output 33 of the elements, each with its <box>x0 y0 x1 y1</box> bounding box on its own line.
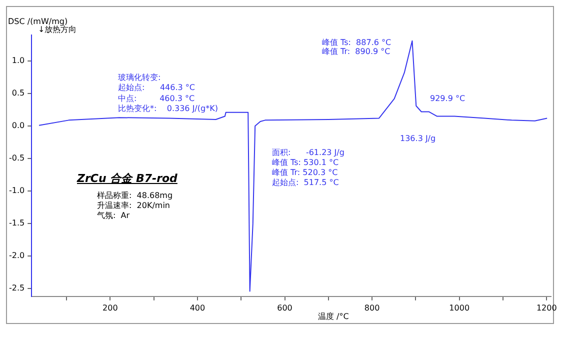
annotation: 中点: 460.3 °C <box>118 94 196 103</box>
annotation: 面积: -61.23 J/g <box>272 148 344 157</box>
annotation: 玻璃化转变: <box>118 73 161 82</box>
x-tick-label: 200 <box>102 303 118 312</box>
y-tick-label: -2.0 <box>9 251 25 260</box>
x-tick-label: 1000 <box>449 303 470 312</box>
y-tick-label: 0.5 <box>12 88 25 98</box>
x-axis-title: 温度 /°C <box>318 312 350 321</box>
y-tick-label: -1.5 <box>9 218 25 228</box>
y-axis-title: DSC /(mW/mg) <box>8 17 68 26</box>
x-tick-label: 400 <box>190 303 206 312</box>
text: ↓放热方向 <box>38 25 77 34</box>
annotation: 136.3 J/g <box>400 134 436 143</box>
y-tick-label: 1.0 <box>12 56 25 66</box>
annotation: 峰值 Tr: 520.3 °C <box>272 168 338 177</box>
annotation: 升温速率: 20K/min <box>97 201 170 210</box>
annotation: 峰值 Ts: 887.6 °C <box>322 38 392 47</box>
y-tick-label: 0.0 <box>12 121 25 130</box>
x-tick-label: 600 <box>277 303 292 312</box>
annotation: 气氛: Ar <box>97 211 130 220</box>
annotation: 峰值 Ts: 530.1 °C <box>272 158 339 167</box>
y-tick-label: -0.5 <box>9 154 25 163</box>
x-tick-label: 1200 <box>536 303 557 312</box>
annotation: 峰值 Tr: 890.9 °C <box>322 47 391 56</box>
text: ZrCu 合金 B7-rod <box>77 171 178 186</box>
x-tick-label: 800 <box>364 303 380 312</box>
annotation: 929.9 °C <box>430 94 466 103</box>
annotation: 起始点: 517.5 °C <box>272 178 340 187</box>
annotation: 比热变化*: 0.336 J/(g*K) <box>118 104 218 113</box>
annotation: 起始点: 446.3 °C <box>118 83 196 92</box>
y-tick-label: -2.5 <box>9 284 25 293</box>
annotation: 样品称重: 48.68mg <box>97 191 173 200</box>
y-tick-label: -1.0 <box>9 186 25 196</box>
